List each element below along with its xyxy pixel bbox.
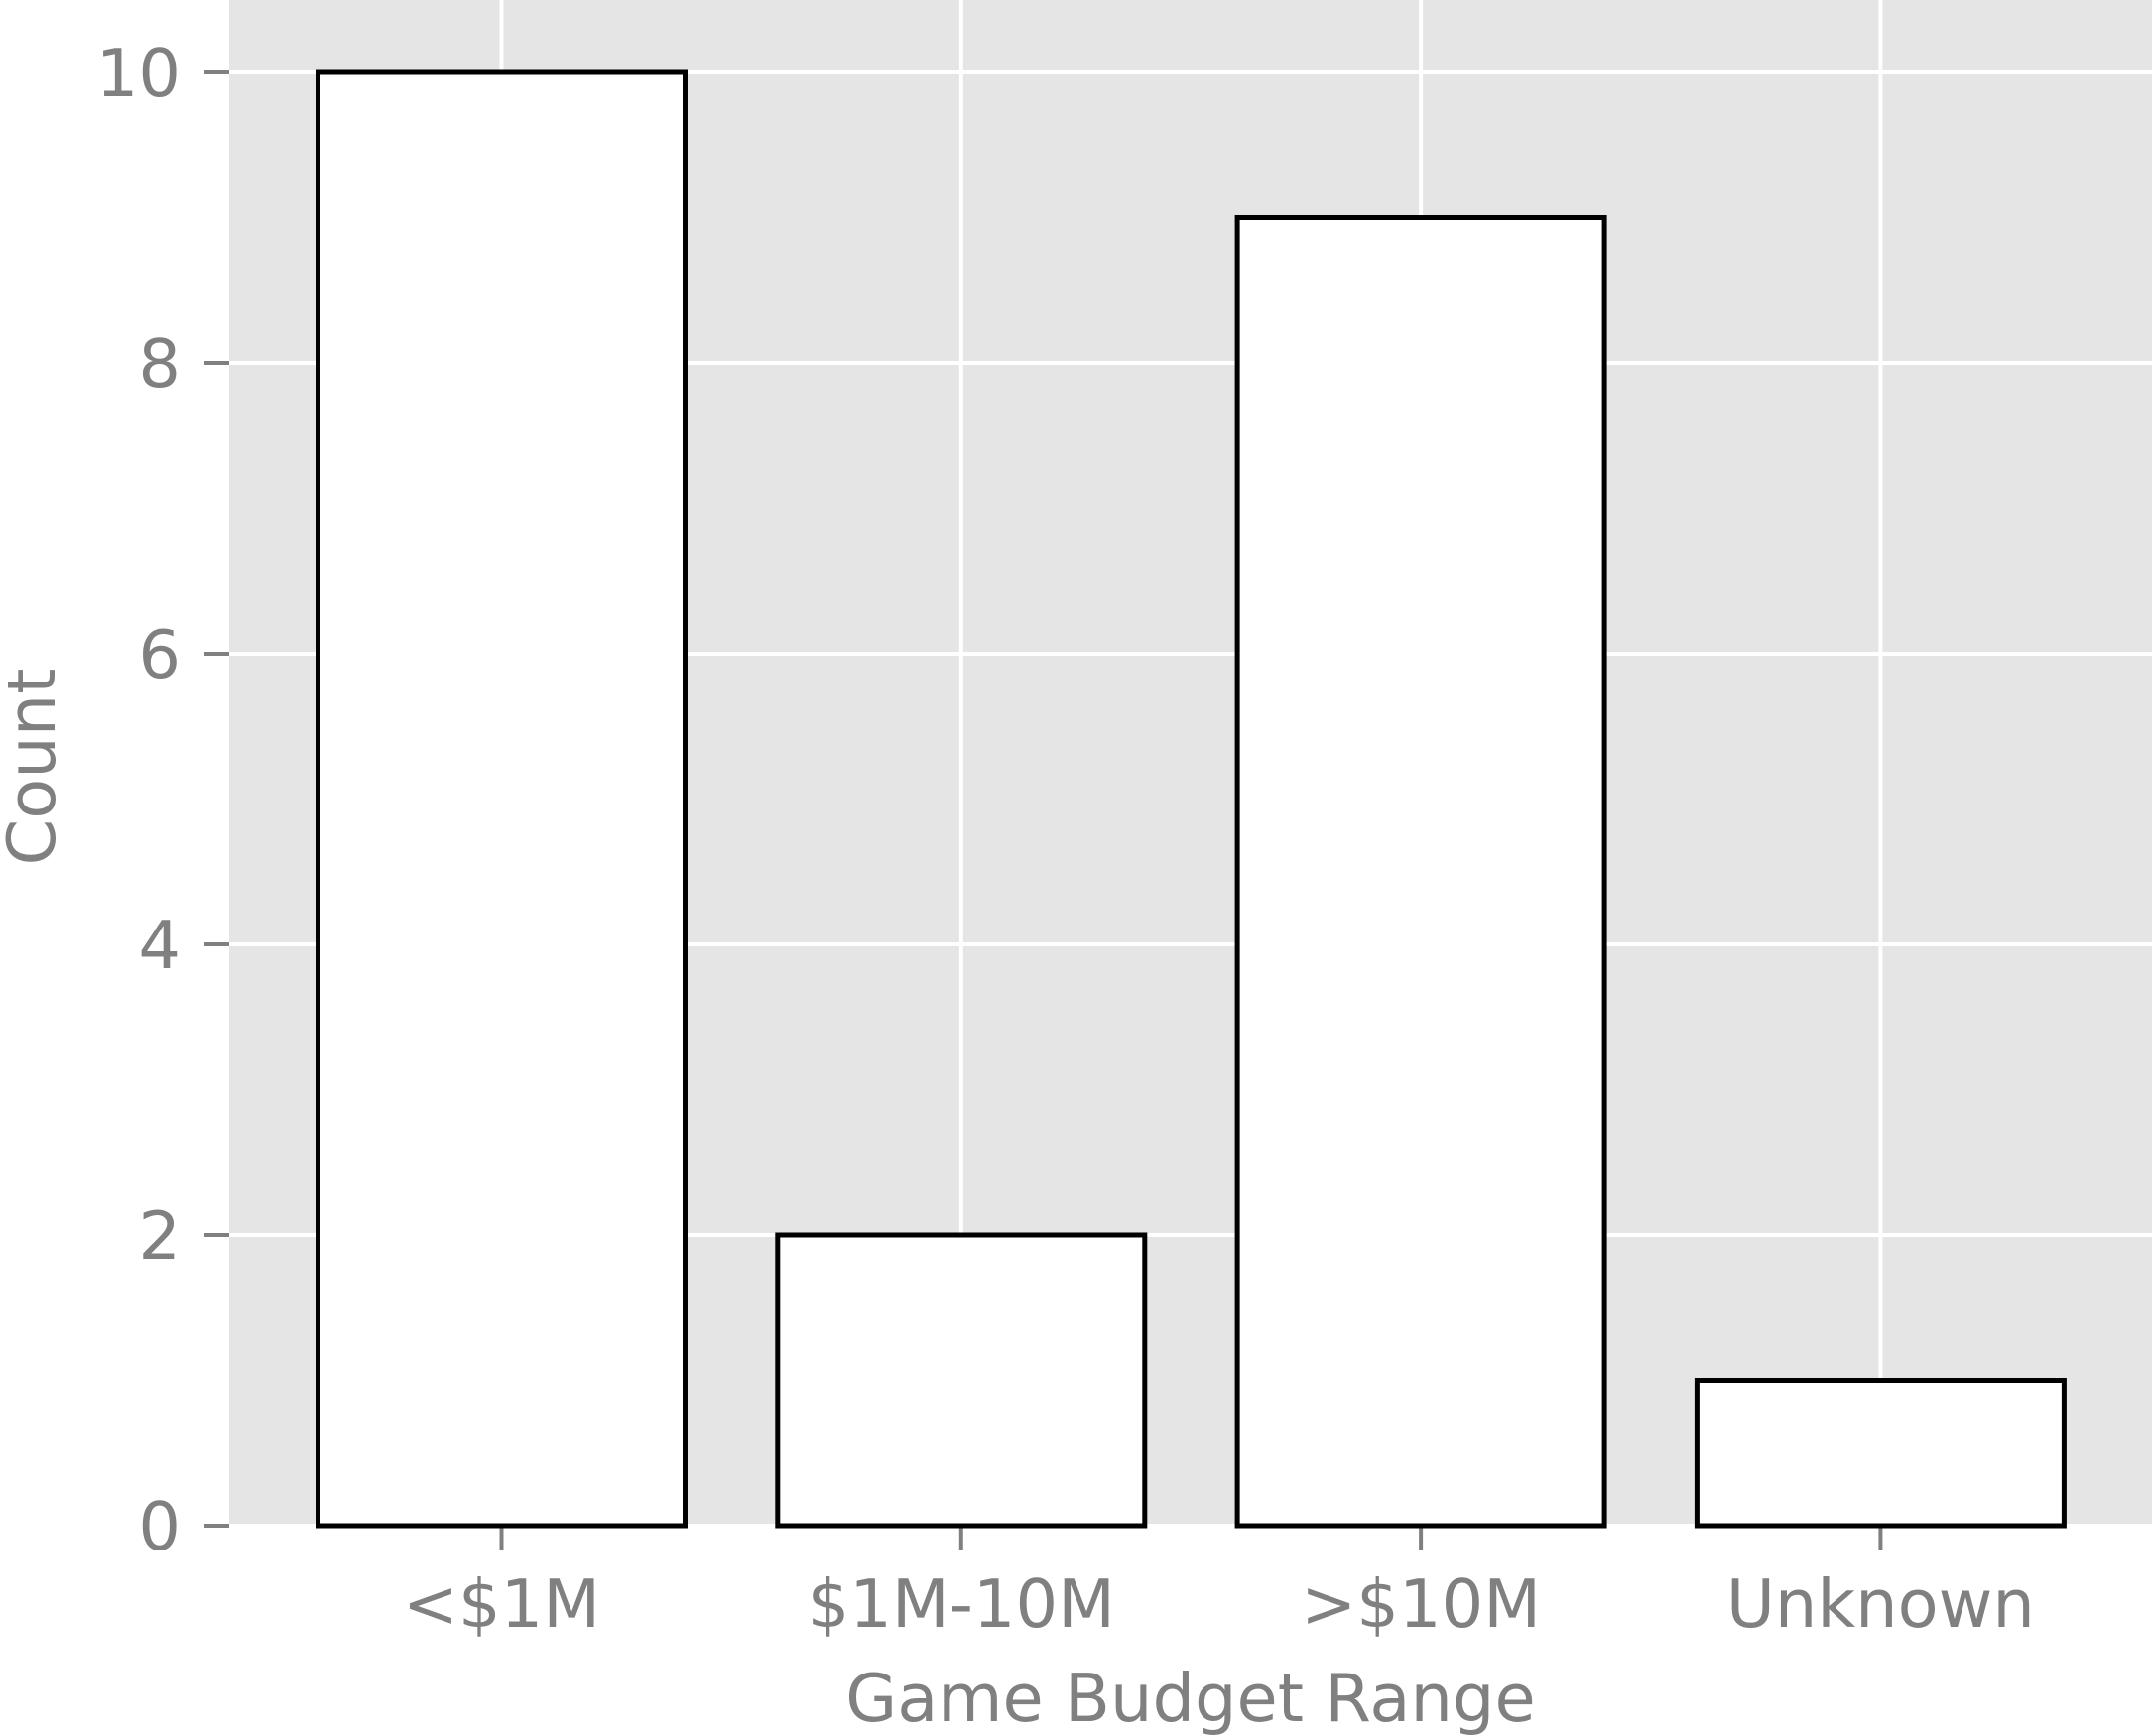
bars-group: [316, 69, 2067, 1529]
y-axis-label: Count: [0, 669, 70, 866]
y-tick-label: 6: [138, 616, 181, 693]
y-tick-label: 10: [96, 35, 181, 112]
x-tick-label: $1M-10M: [808, 1565, 1115, 1643]
bar: [1694, 1378, 2067, 1529]
bar: [1234, 215, 1607, 1529]
x-tick-label: Unknown: [1726, 1565, 2035, 1643]
x-tick-label: >$10M: [1301, 1565, 1541, 1643]
tick-labels: 0 2 4 6 8 10 <$1M $1M-10M >$10M Unknown: [96, 35, 2035, 1643]
y-tick-label: 8: [138, 325, 181, 403]
axis-ticks: [204, 70, 1883, 1550]
bar: [316, 69, 688, 1529]
y-tick-label: 4: [138, 907, 181, 984]
y-tick-label: 0: [138, 1488, 181, 1565]
y-tick-label: 2: [138, 1197, 181, 1275]
x-tick-label: <$1M: [403, 1565, 600, 1643]
bar: [775, 1232, 1148, 1529]
x-axis-label: Game Budget Range: [845, 1660, 1535, 1736]
